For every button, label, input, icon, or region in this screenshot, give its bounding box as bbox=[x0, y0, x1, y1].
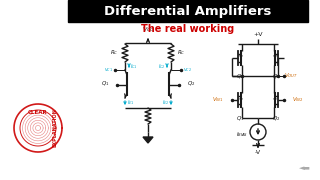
Text: $Q_2$: $Q_2$ bbox=[187, 80, 196, 88]
Text: $I_{C2}$: $I_{C2}$ bbox=[158, 63, 166, 71]
Text: $Q_1$: $Q_1$ bbox=[100, 80, 109, 88]
Text: $V_{OUT}$: $V_{OUT}$ bbox=[284, 72, 298, 80]
Text: $Q_2$: $Q_2$ bbox=[272, 114, 280, 123]
Text: CLEAR: CLEAR bbox=[28, 109, 48, 114]
Text: $I_{E2}$: $I_{E2}$ bbox=[162, 99, 169, 107]
Text: $I_{E1}$: $I_{E1}$ bbox=[127, 99, 134, 107]
Text: $V_{IN2}$: $V_{IN2}$ bbox=[292, 96, 303, 104]
Text: $V_{IN1}$: $V_{IN1}$ bbox=[212, 96, 224, 104]
Text: $I_{C1}$: $I_{C1}$ bbox=[130, 63, 138, 71]
Text: $Q_1$: $Q_1$ bbox=[236, 114, 244, 123]
Text: -V: -V bbox=[255, 150, 261, 155]
Text: +V: +V bbox=[253, 32, 263, 37]
Text: $Q_4$: $Q_4$ bbox=[272, 72, 280, 81]
Text: $Q_3$: $Q_3$ bbox=[236, 72, 244, 81]
Text: The real working: The real working bbox=[141, 24, 235, 34]
Text: ◄▬: ◄▬ bbox=[299, 165, 311, 171]
Text: EXPLANATION: EXPLANATION bbox=[52, 109, 58, 147]
Text: $v_{C2}$: $v_{C2}$ bbox=[183, 66, 192, 74]
Polygon shape bbox=[143, 137, 153, 143]
Text: Differential Amplifiers: Differential Amplifiers bbox=[104, 4, 272, 17]
Text: $R_C$: $R_C$ bbox=[177, 49, 186, 57]
Text: $I_{BIAS}$: $I_{BIAS}$ bbox=[236, 130, 248, 140]
Bar bbox=[68, 0, 308, 22]
Text: $v_{C1}$: $v_{C1}$ bbox=[104, 66, 113, 74]
Text: $R_C$: $R_C$ bbox=[110, 49, 119, 57]
Text: $V_{CC}$: $V_{CC}$ bbox=[142, 25, 154, 34]
